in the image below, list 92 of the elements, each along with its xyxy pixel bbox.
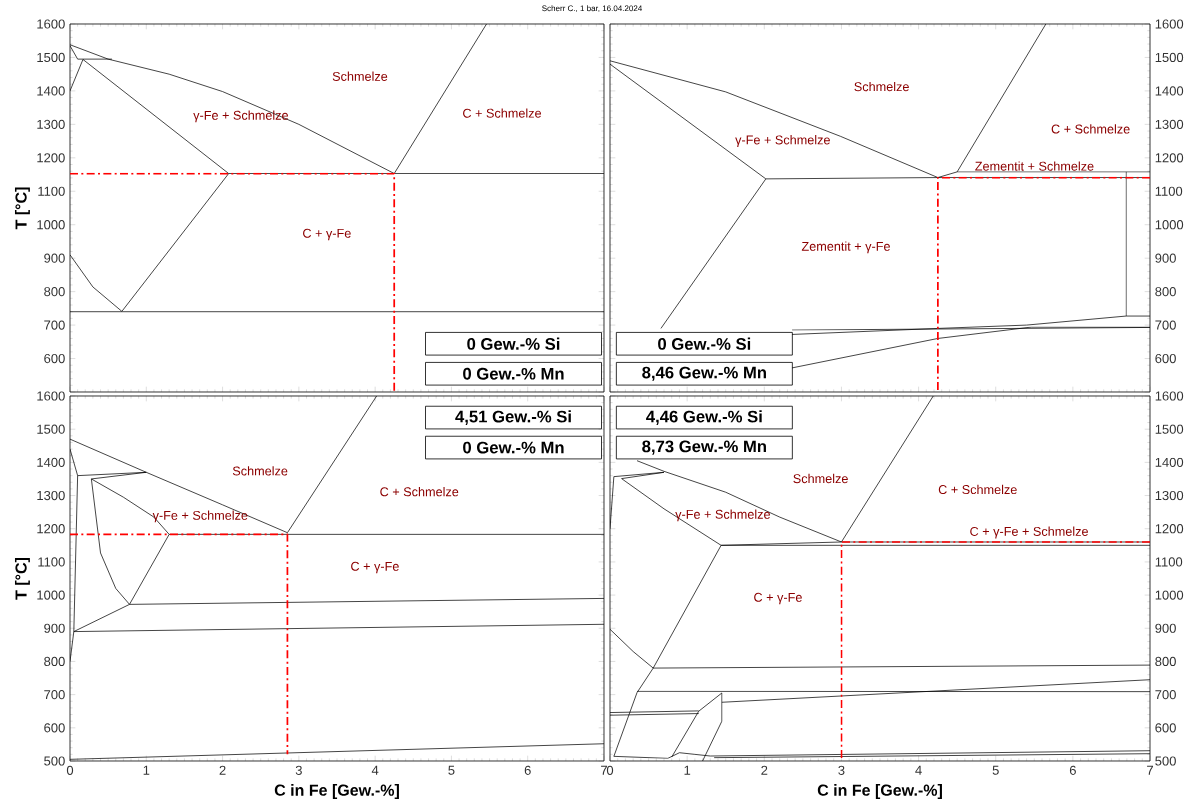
y-tick-label: 1400 xyxy=(1155,457,1184,467)
y-tick-label: 1600 xyxy=(1155,19,1184,29)
x-tick-label: 1 xyxy=(143,765,150,775)
y-tick-label: 1300 xyxy=(37,490,65,501)
y-tick-label: 900 xyxy=(1155,253,1176,263)
y-tick-label: 500 xyxy=(44,756,65,766)
y-tick-label: 1400 xyxy=(37,86,65,96)
annotation: Schmelze xyxy=(854,81,909,92)
annotation: γ-Fe + Schmelze xyxy=(675,509,770,522)
x-tick-label: 3 xyxy=(838,765,845,775)
x-tick-label: 5 xyxy=(448,765,455,775)
y-tick-label: 600 xyxy=(1155,353,1176,364)
y-tick-label: 1300 xyxy=(37,119,65,129)
annotation: Schmelze xyxy=(232,466,288,476)
x-axis-title: C in Fe [Gew.-%] xyxy=(274,784,399,799)
y-tick-label: 1200 xyxy=(1155,524,1184,534)
x-tick-label: 3 xyxy=(295,765,302,775)
annotation: C + Schmelze xyxy=(1051,124,1130,134)
y-axis-title: T [°C] xyxy=(14,187,30,230)
x-tick-label: 2 xyxy=(219,765,226,775)
y-tick-label: 600 xyxy=(44,723,65,733)
x-tick-label: 1 xyxy=(684,765,691,775)
annotation: 8,46 Gew.-% Mn xyxy=(642,366,766,381)
y-tick-label: 1000 xyxy=(37,220,65,230)
y-tick-label: 700 xyxy=(1155,320,1176,330)
x-tick-label: 0 xyxy=(66,765,74,775)
annotation: Zementit + Schmelze xyxy=(975,161,1094,171)
annotation: 0 Gew.-% Mn xyxy=(463,367,564,380)
y-tick-label: 1200 xyxy=(37,153,65,163)
y-tick-label: 1300 xyxy=(1155,490,1184,501)
y-tick-label: 900 xyxy=(44,253,65,263)
x-tick-label: 4 xyxy=(371,765,379,775)
y-tick-label: 1400 xyxy=(37,457,65,467)
y-tick-label: 1600 xyxy=(37,19,65,29)
y-tick-label: 1500 xyxy=(37,424,65,434)
y-tick-label: 1000 xyxy=(37,590,65,600)
y-tick-label: 800 xyxy=(1155,656,1176,667)
annotation: C + Schmelze xyxy=(380,486,459,497)
y-tick-label: 1100 xyxy=(1155,186,1183,196)
y-tick-label: 1600 xyxy=(1155,391,1184,401)
annotation: γ-Fe + Schmelze xyxy=(735,135,830,147)
y-tick-label: 1200 xyxy=(1155,153,1184,163)
y-tick-label: 1500 xyxy=(37,52,65,63)
annotation: Zementit + γ-Fe xyxy=(801,241,890,254)
y-axis-title: T [°C] xyxy=(14,557,30,600)
annotation: Schmelze xyxy=(332,71,388,81)
annotation: C + γ-Fe xyxy=(303,228,351,241)
y-tick-label: 1000 xyxy=(1155,590,1184,600)
y-tick-label: 900 xyxy=(1155,623,1176,633)
annotation: C + Schmelze xyxy=(463,108,542,118)
x-tick-label: 6 xyxy=(1069,765,1076,775)
annotation: 4,46 Gew.-% Si xyxy=(646,410,762,425)
annotation: C + γ-Fe + Schmelze xyxy=(970,526,1088,539)
annotation: 0 Gew.-% Si xyxy=(467,337,560,350)
annotation: 8,73 Gew.-% Mn xyxy=(642,440,766,455)
annotation: C + γ-Fe xyxy=(351,561,399,574)
y-tick-label: 700 xyxy=(44,690,65,700)
y-tick-label: 800 xyxy=(44,656,65,667)
y-tick-label: 1100 xyxy=(38,186,65,196)
y-tick-label: 600 xyxy=(1155,723,1176,733)
x-tick-label: 2 xyxy=(761,765,768,775)
x-tick-label: 0 xyxy=(606,765,614,775)
y-tick-label: 600 xyxy=(44,353,65,364)
y-tick-label: 1100 xyxy=(38,557,65,567)
annotation: C + Schmelze xyxy=(938,484,1017,495)
y-tick-label: 700 xyxy=(1155,690,1176,700)
y-tick-label: 1400 xyxy=(1155,86,1184,96)
y-tick-label: 1600 xyxy=(37,391,65,401)
y-tick-label: 1500 xyxy=(1155,52,1184,63)
y-tick-label: 1300 xyxy=(1155,119,1184,129)
y-tick-label: 1500 xyxy=(1155,424,1184,434)
y-tick-label: 800 xyxy=(1155,287,1176,297)
annotation: γ-Fe + Schmelze xyxy=(152,510,248,523)
y-tick-label: 500 xyxy=(1155,756,1176,766)
x-axis-title: C in Fe [Gew.-%] xyxy=(817,784,942,799)
annotation: Schmelze xyxy=(793,473,848,484)
x-tick-label: 4 xyxy=(915,765,922,775)
annotation: 4,51 Gew.-% Si xyxy=(455,410,571,425)
annotation: 0 Gew.-% Si xyxy=(658,337,751,350)
x-tick-label: 7 xyxy=(601,765,607,775)
y-tick-label: 700 xyxy=(44,320,65,330)
annotation: C + γ-Fe xyxy=(754,592,802,605)
x-tick-label: 5 xyxy=(992,765,999,775)
y-tick-label: 1000 xyxy=(1155,220,1184,230)
y-tick-label: 800 xyxy=(44,287,65,297)
y-tick-label: 1100 xyxy=(1155,557,1183,567)
annotation: 0 Gew.-% Mn xyxy=(463,441,564,454)
y-tick-label: 1200 xyxy=(37,524,65,534)
x-tick-label: 6 xyxy=(524,765,531,775)
x-tick-label: 7 xyxy=(1147,765,1153,775)
chart-title: Scherr C., 1 bar, 16.04.2024 xyxy=(542,5,643,13)
y-tick-label: 900 xyxy=(44,623,65,633)
